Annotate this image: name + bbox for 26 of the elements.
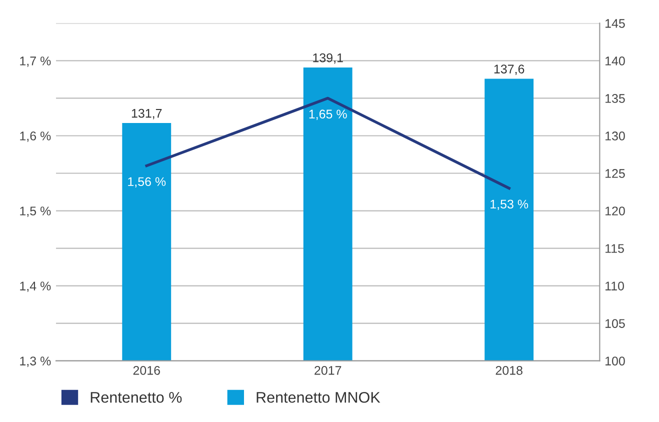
data-label: 1,53 % bbox=[490, 200, 528, 210]
y-tick-label: 1,5 % bbox=[20, 206, 51, 217]
data-label: 139,1 bbox=[313, 53, 343, 64]
y2-tick-label: 130 bbox=[606, 132, 625, 140]
y-tick-label: 1,4 % bbox=[20, 282, 51, 292]
y2-tick-label: 110 bbox=[606, 282, 624, 290]
x-tick-label: 2016 bbox=[133, 366, 160, 375]
x-tick-label: 2017 bbox=[314, 366, 342, 375]
y2-tick-label: 145 bbox=[606, 19, 625, 28]
x-tick-label: 2018 bbox=[496, 366, 522, 375]
y-tick-label: 1,3 % bbox=[20, 356, 51, 367]
y-tick-label: 1,6 % bbox=[20, 132, 51, 142]
y2-tick-label: 100 bbox=[606, 356, 625, 366]
legend-label: Rentenetto MNOK bbox=[256, 392, 380, 403]
data-label: 1,56 % bbox=[128, 177, 166, 188]
data-label: 131,7 bbox=[132, 108, 162, 120]
y2-tick-label: 140 bbox=[606, 56, 625, 66]
y2-tick-label: 120 bbox=[606, 206, 625, 216]
y2-tick-label: 125 bbox=[606, 169, 625, 178]
data-label: 1,65 % bbox=[309, 110, 347, 120]
data-label: 137,6 bbox=[494, 64, 524, 75]
legend-label: Rentenetto % bbox=[90, 392, 182, 403]
y2-tick-label: 105 bbox=[606, 319, 625, 328]
y2-tick-label: 135 bbox=[606, 94, 625, 103]
y-tick-label: 1,7 % bbox=[20, 56, 51, 67]
y2-tick-label: 115 bbox=[606, 244, 624, 253]
